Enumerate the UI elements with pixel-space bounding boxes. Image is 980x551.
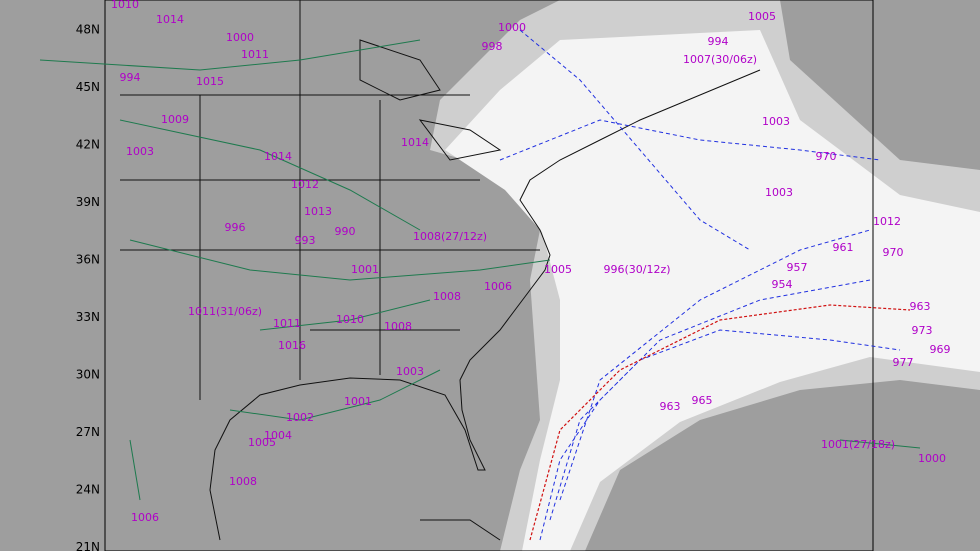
pressure-label: 1014 [401, 136, 429, 149]
pressure-label: 970 [816, 150, 837, 163]
pressure-label: 1010 [111, 0, 139, 11]
latitude-labels: 48N 45N 42N 39N 36N 33N 30N 27N 24N 21N [76, 23, 100, 551]
pressure-label: 1000 [498, 21, 526, 34]
pressure-label: 1008 [229, 475, 257, 488]
track [529, 304, 911, 541]
latitude-label: 36N [76, 253, 100, 267]
pressure-label: 961 [833, 241, 854, 254]
pressure-label: 969 [930, 343, 951, 356]
pressure-label: 957 [787, 261, 808, 274]
latitude-label: 33N [76, 310, 100, 324]
pressure-label: 1000 [226, 31, 254, 44]
latitude-label: 48N [76, 23, 100, 37]
pressure-label: 1001(27/18z) [821, 438, 895, 451]
pressure-label: 1012 [291, 178, 319, 191]
pressure-label: 1016 [278, 339, 306, 352]
pressure-label: 994 [708, 35, 729, 48]
pressure-label: 990 [335, 225, 356, 238]
pressure-label: 1008 [384, 320, 412, 333]
pressure-label: 996(30/12z) [603, 263, 670, 276]
uncertainty-inner [445, 30, 980, 551]
storm-labels: 1010 1014 1000 1011 994 1015 1009 1003 1014 1012 1… [111, 0, 951, 524]
pressure-label: 1011 [241, 48, 269, 61]
latitude-label: 21N [76, 540, 100, 551]
pressure-label: 970 [883, 246, 904, 259]
pressure-label: 977 [893, 356, 914, 369]
pressure-label: 1004 [264, 429, 292, 442]
pressure-label: 1010 [336, 313, 364, 326]
pressure-label: 1006 [484, 280, 512, 293]
pressure-label: 1001 [351, 263, 379, 276]
pressure-label: 1005 [748, 10, 776, 23]
pressure-label: 1011(31/06z) [188, 305, 262, 318]
state-borders [120, 0, 540, 541]
pressure-label: 963 [910, 300, 931, 313]
pressure-label: 1009 [161, 113, 189, 126]
latitude-label: 39N [76, 195, 100, 209]
pressure-label: 973 [912, 324, 933, 337]
pressure-label: 965 [692, 394, 713, 407]
pressure-label: 1015 [196, 75, 224, 88]
pressure-label: 1011 [273, 317, 301, 330]
pressure-label: 1013 [304, 205, 332, 218]
pressure-label: 1003 [126, 145, 154, 158]
pressure-label: 1008(27/12z) [413, 230, 487, 243]
latitude-label: 45N [76, 80, 100, 94]
latitude-label: 24N [76, 483, 100, 497]
pressure-label: 1005 [544, 263, 572, 276]
pressure-label: 1012 [873, 215, 901, 228]
pressure-label: 1014 [156, 13, 184, 26]
pressure-label: 1005 [248, 436, 276, 449]
great-lakes [359, 39, 502, 161]
latitude-label: 42N [76, 138, 100, 152]
pressure-label: 954 [772, 278, 793, 291]
pressure-label: 994 [120, 71, 141, 84]
pressure-label: 996 [225, 221, 246, 234]
track [499, 29, 901, 541]
pressure-label: 963 [660, 400, 681, 413]
coastline [209, 69, 761, 541]
pressure-label: 1000 [918, 452, 946, 465]
pressure-label: 1007(30/06z) [683, 53, 757, 66]
pressure-label: 1002 [286, 411, 314, 424]
pressure-label: 1001 [344, 395, 372, 408]
pressure-label: 998 [482, 40, 503, 53]
track [39, 39, 921, 501]
pressure-label: 1003 [396, 365, 424, 378]
latitude-label: 30N [76, 368, 100, 382]
map-frame [104, 0, 874, 551]
pressure-label: 1003 [762, 115, 790, 128]
pressure-label: 993 [295, 234, 316, 247]
pressure-label: 1006 [131, 511, 159, 524]
pressure-label: 1003 [765, 186, 793, 199]
latitude-label: 27N [76, 425, 100, 439]
pressure-label: 1014 [264, 150, 292, 163]
pressure-label: 1008 [433, 290, 461, 303]
